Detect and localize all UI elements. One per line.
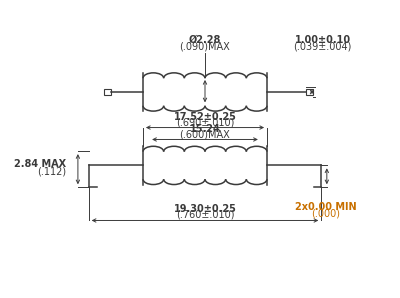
Text: (.690±.010): (.690±.010) [176, 117, 234, 128]
Text: 15.24: 15.24 [190, 124, 220, 134]
Text: (.000): (.000) [311, 208, 340, 218]
Text: Ø2.28: Ø2.28 [189, 35, 221, 45]
Bar [306, 89, 312, 94]
Text: (.039±.004): (.039±.004) [294, 42, 352, 52]
Text: (.090)MAX: (.090)MAX [180, 42, 230, 52]
Text: (.600)MAX: (.600)MAX [180, 129, 230, 139]
Text: (.112): (.112) [37, 167, 66, 177]
Bar [104, 89, 111, 94]
Text: 19.30±0.25: 19.30±0.25 [174, 204, 236, 214]
Text: 1.00±0.10: 1.00±0.10 [295, 35, 351, 45]
Text: 17.52±0.25: 17.52±0.25 [174, 112, 236, 122]
Text: 2.84 MAX: 2.84 MAX [14, 159, 66, 169]
Text: 2x0.00 MIN: 2x0.00 MIN [295, 202, 357, 212]
Text: (.760±.010): (.760±.010) [176, 209, 234, 219]
